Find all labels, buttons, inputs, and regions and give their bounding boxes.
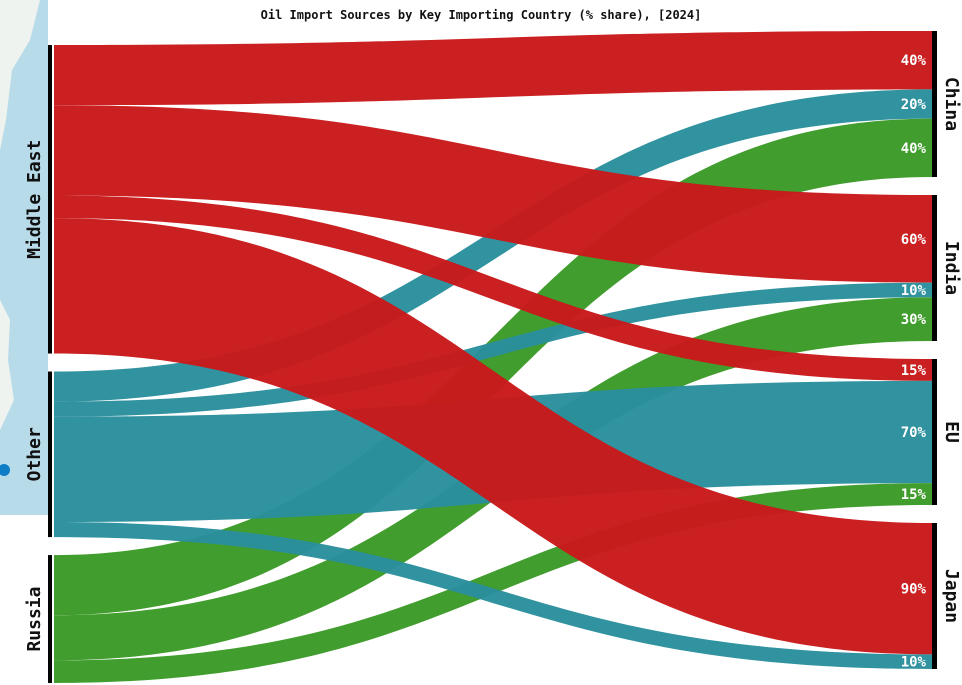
- flow-other-to-china: [54, 89, 932, 402]
- target-node-eu: [932, 359, 937, 505]
- target-label-india: India: [941, 241, 962, 295]
- flow-middle-east-to-china: [54, 31, 932, 106]
- source-label-russia: Russia: [24, 587, 45, 652]
- map-land: [0, 0, 40, 150]
- flow-label-russia-to-india: 30%: [901, 312, 927, 328]
- flow-middle-east-to-india: [54, 105, 932, 283]
- target-node-india: [932, 195, 937, 341]
- map-land: [0, 300, 14, 430]
- target-node-japan: [932, 523, 937, 669]
- flow-label-russia-to-china: 40%: [901, 141, 927, 157]
- flow-label-middle-east-to-eu: 15%: [901, 363, 927, 379]
- target-label-japan: Japan: [941, 569, 962, 623]
- flow-label-middle-east-to-india: 60%: [901, 232, 927, 248]
- flow-middle-east-to-eu: [54, 195, 932, 381]
- target-node-china: [932, 31, 937, 177]
- target-label-eu: EU: [941, 421, 962, 443]
- flow-other-to-japan: [54, 522, 932, 669]
- source-node-other: [48, 371, 52, 538]
- map-marker: [0, 464, 10, 476]
- source-node-russia: [48, 555, 52, 683]
- flow-label-other-to-india: 10%: [901, 283, 927, 299]
- flow-label-other-to-japan: 10%: [901, 655, 927, 671]
- flow-label-other-to-china: 20%: [901, 97, 927, 113]
- flow-middle-east-to-japan: [54, 218, 932, 655]
- source-label-middle-east: Middle East: [24, 140, 45, 259]
- source-label-other: Other: [24, 427, 45, 481]
- labels-layer: 40% 20% 40% 60% 10% 30% 15% 70% 15% 90% 10% Middle …: [24, 53, 962, 671]
- flow-other-to-india: [54, 282, 932, 417]
- flows-layer: [54, 31, 932, 683]
- flow-label-russia-to-eu: 15%: [901, 487, 927, 503]
- flow-label-middle-east-to-china: 40%: [901, 53, 927, 69]
- target-label-china: China: [941, 77, 962, 131]
- flow-label-middle-east-to-japan: 90%: [901, 582, 927, 598]
- flow-russia-to-eu: [54, 483, 932, 683]
- flow-russia-to-china: [54, 118, 932, 616]
- flow-label-other-to-eu: 70%: [901, 425, 927, 441]
- nodes-layer: [48, 31, 937, 683]
- source-node-middle-east: [48, 45, 52, 354]
- chart-title: Oil Import Sources by Key Importing Coun…: [260, 8, 702, 22]
